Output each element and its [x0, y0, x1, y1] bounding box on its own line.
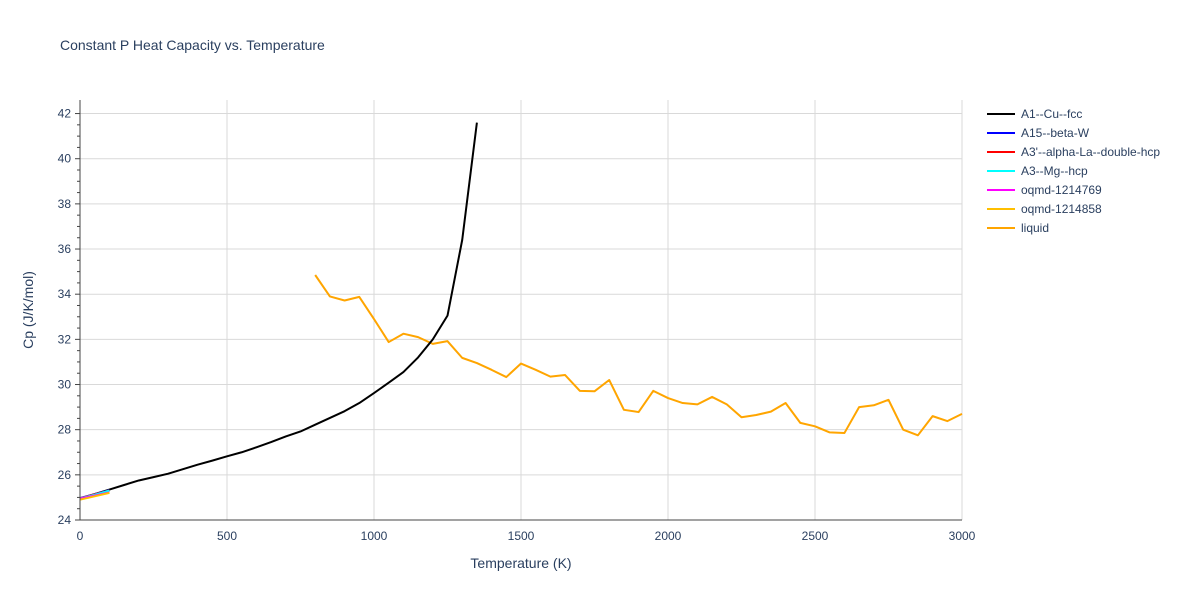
legend-label: oqmd-1214769	[1021, 183, 1102, 197]
y-tick-label: 30	[58, 378, 72, 392]
x-tick-label: 1000	[361, 529, 388, 543]
legend-item[interactable]: A1--Cu--fcc	[987, 107, 1082, 121]
x-tick-label: 2500	[802, 529, 829, 543]
legend: A1--Cu--fcc A15--beta-W A3'--alpha-La--dou…	[987, 107, 1160, 235]
x-tick-label: 500	[217, 529, 237, 543]
axis-layer: 0 500 1000 1500 2000 2500 3000 24 26 28 30 32 34 36 38…	[58, 100, 976, 543]
y-tick-label: 42	[58, 107, 72, 121]
y-tick-label: 26	[58, 468, 72, 482]
legend-label: A1--Cu--fcc	[1021, 107, 1082, 121]
y-tick-label: 38	[58, 197, 72, 211]
x-axis-title: Temperature (K)	[470, 555, 571, 571]
grid-layer	[80, 100, 963, 521]
legend-item[interactable]: oqmd-1214858	[987, 202, 1102, 216]
series-line-liquid	[314, 274, 963, 437]
legend-label: A3'--alpha-La--double-hcp	[1021, 145, 1160, 159]
legend-label: liquid	[1021, 221, 1049, 235]
series-line-oqmd-1214858	[79, 491, 110, 501]
series-line-a1-cu-fcc	[79, 122, 478, 500]
legend-item[interactable]: A3'--alpha-La--double-hcp	[987, 145, 1160, 159]
x-tick-label: 1500	[508, 529, 535, 543]
x-tick-label: 3000	[949, 529, 976, 543]
chart-title: Constant P Heat Capacity vs. Temperature	[60, 37, 325, 53]
y-axis-title: Cp (J/K/mol)	[20, 271, 36, 349]
series-layer	[79, 122, 963, 501]
y-tick-label: 32	[58, 332, 72, 346]
y-tick-label: 24	[58, 513, 72, 527]
legend-label: A3--Mg--hcp	[1021, 164, 1088, 178]
y-tick-label: 40	[58, 152, 72, 166]
y-tick-label: 36	[58, 242, 72, 256]
legend-item[interactable]: A3--Mg--hcp	[987, 164, 1088, 178]
legend-item[interactable]: liquid	[987, 221, 1049, 235]
legend-item[interactable]: A15--beta-W	[987, 126, 1090, 140]
y-tick-label: 28	[58, 423, 72, 437]
y-tick-label: 34	[58, 287, 72, 301]
x-tick-label: 2000	[655, 529, 682, 543]
x-tick-label: 0	[77, 529, 84, 543]
legend-item[interactable]: oqmd-1214769	[987, 183, 1102, 197]
legend-label: A15--beta-W	[1021, 126, 1090, 140]
legend-label: oqmd-1214858	[1021, 202, 1102, 216]
